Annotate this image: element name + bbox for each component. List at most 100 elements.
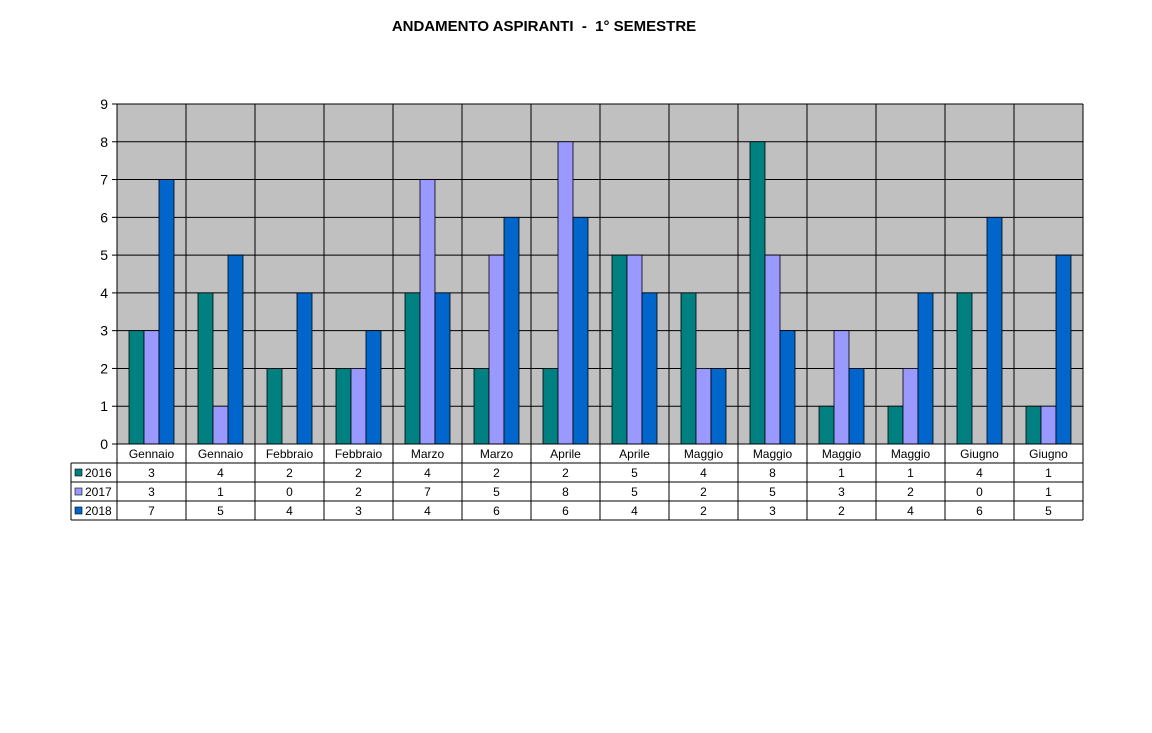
x-tick-label: Maggio — [891, 447, 931, 461]
table-cell-2017: 1 — [217, 485, 224, 499]
y-tick-label: 9 — [100, 96, 108, 112]
bar-2016-9 — [749, 141, 766, 445]
x-tick-label: Marzo — [480, 447, 514, 461]
table-cell-2018: 3 — [769, 504, 776, 518]
bar-2018-0 — [158, 179, 175, 445]
table-cell-2017: 3 — [148, 485, 155, 499]
bar-2017-13 — [1040, 405, 1057, 445]
chart-title: ANDAMENTO ASPIRANTI - 1° SEMESTRE — [391, 18, 697, 35]
table-cell-2018: 6 — [562, 504, 569, 518]
bar-2016-4 — [404, 292, 421, 445]
bar-2018-2 — [296, 292, 313, 445]
bar-2016-5 — [473, 368, 490, 445]
bar-2016-8 — [680, 292, 697, 445]
table-cell-2016: 4 — [976, 466, 983, 480]
legend-swatch-2017 — [74, 487, 83, 496]
table-cell-2016: 2 — [355, 466, 362, 480]
x-tick-label: Maggio — [684, 447, 724, 461]
bar-2017-6 — [557, 141, 574, 445]
y-tick-label: 0 — [100, 436, 108, 452]
table-cell-2017: 1 — [1045, 485, 1052, 499]
table-cell-2017: 0 — [976, 485, 983, 499]
bar-2016-11 — [887, 405, 904, 445]
y-tick-label: 2 — [100, 360, 108, 376]
bar-2016-12 — [956, 292, 973, 445]
table-cell-2018: 5 — [217, 504, 224, 518]
table-cell-2018: 4 — [907, 504, 914, 518]
y-tick-label: 1 — [100, 398, 108, 414]
table-cell-2018: 6 — [976, 504, 983, 518]
bar-2017-1 — [212, 405, 229, 445]
bar-2018-4 — [434, 292, 451, 445]
bar-2016-6 — [542, 368, 559, 445]
bar-2016-7 — [611, 254, 628, 445]
legend-label-2017: 2017 — [85, 485, 112, 499]
table-cell-2018: 4 — [424, 504, 431, 518]
bar-2016-10 — [818, 405, 835, 445]
bar-2018-11 — [917, 292, 934, 445]
x-tick-label: Maggio — [822, 447, 862, 461]
table-cell-2016: 4 — [424, 466, 431, 480]
table-cell-2016: 1 — [1045, 466, 1052, 480]
bar-2017-3 — [350, 368, 367, 445]
bar-2017-8 — [695, 368, 712, 445]
table-cell-2017: 5 — [493, 485, 500, 499]
y-tick-label: 7 — [100, 172, 108, 188]
bar-2016-13 — [1025, 405, 1042, 445]
legend-label-2018: 2018 — [85, 504, 112, 518]
table-cell-2018: 6 — [493, 504, 500, 518]
table-cell-2018: 3 — [355, 504, 362, 518]
bar-2017-4 — [419, 179, 436, 445]
bar-2016-0 — [128, 330, 145, 445]
table-cell-2017: 2 — [355, 485, 362, 499]
x-tick-label: Gennaio — [198, 447, 244, 461]
bar-2018-10 — [848, 368, 865, 445]
x-tick-label: Gennaio — [129, 447, 175, 461]
x-tick-label: Giugno — [960, 447, 999, 461]
table-cell-2016: 8 — [769, 466, 776, 480]
table-cell-2016: 1 — [838, 466, 845, 480]
y-tick-label: 6 — [100, 209, 108, 225]
bar-2017-9 — [764, 254, 781, 445]
x-tick-label: Aprile — [619, 447, 650, 461]
table-cell-2017: 2 — [907, 485, 914, 499]
bar-2017-0 — [143, 330, 160, 445]
y-tick-label: 4 — [100, 285, 108, 301]
x-tick-label: Febbraio — [335, 447, 383, 461]
x-tick-label: Febbraio — [266, 447, 314, 461]
bar-2018-8 — [710, 368, 727, 445]
table-cell-2017: 5 — [769, 485, 776, 499]
legend-swatch-2016 — [74, 468, 83, 477]
table-cell-2017: 7 — [424, 485, 431, 499]
bar-2018-1 — [227, 254, 244, 445]
table-cell-2016: 2 — [562, 466, 569, 480]
y-tick-label: 3 — [100, 323, 108, 339]
bar-2018-12 — [986, 216, 1003, 445]
x-tick-label: Marzo — [411, 447, 445, 461]
table-cell-2018: 4 — [286, 504, 293, 518]
table-cell-2016: 4 — [217, 466, 224, 480]
x-tick-label: Giugno — [1029, 447, 1068, 461]
bar-2017-10 — [833, 330, 850, 445]
table-cell-2018: 7 — [148, 504, 155, 518]
bar-2018-9 — [779, 330, 796, 445]
table-cell-2017: 5 — [631, 485, 638, 499]
table-cell-2018: 4 — [631, 504, 638, 518]
bars — [128, 141, 1072, 445]
x-tick-label: Maggio — [753, 447, 793, 461]
bar-2018-5 — [503, 216, 520, 445]
data-table: Gennaio Gennaio Febbraio Febbraio Marzo Marzo… — [70, 443, 1084, 521]
x-tick-label: Aprile — [550, 447, 581, 461]
y-tick-label: 8 — [100, 134, 108, 150]
bar-2018-6 — [572, 216, 589, 445]
table-cell-2016: 2 — [286, 466, 293, 480]
table-cell-2016: 4 — [700, 466, 707, 480]
y-axis: 0 1 2 3 4 5 6 7 8 9 — [100, 96, 118, 452]
table-cell-2018: 2 — [700, 504, 707, 518]
table-cell-2017: 2 — [700, 485, 707, 499]
table-cell-2016: 5 — [631, 466, 638, 480]
bar-2017-7 — [626, 254, 643, 445]
table-cell-2017: 8 — [562, 485, 569, 499]
table-cell-2017: 0 — [286, 485, 293, 499]
